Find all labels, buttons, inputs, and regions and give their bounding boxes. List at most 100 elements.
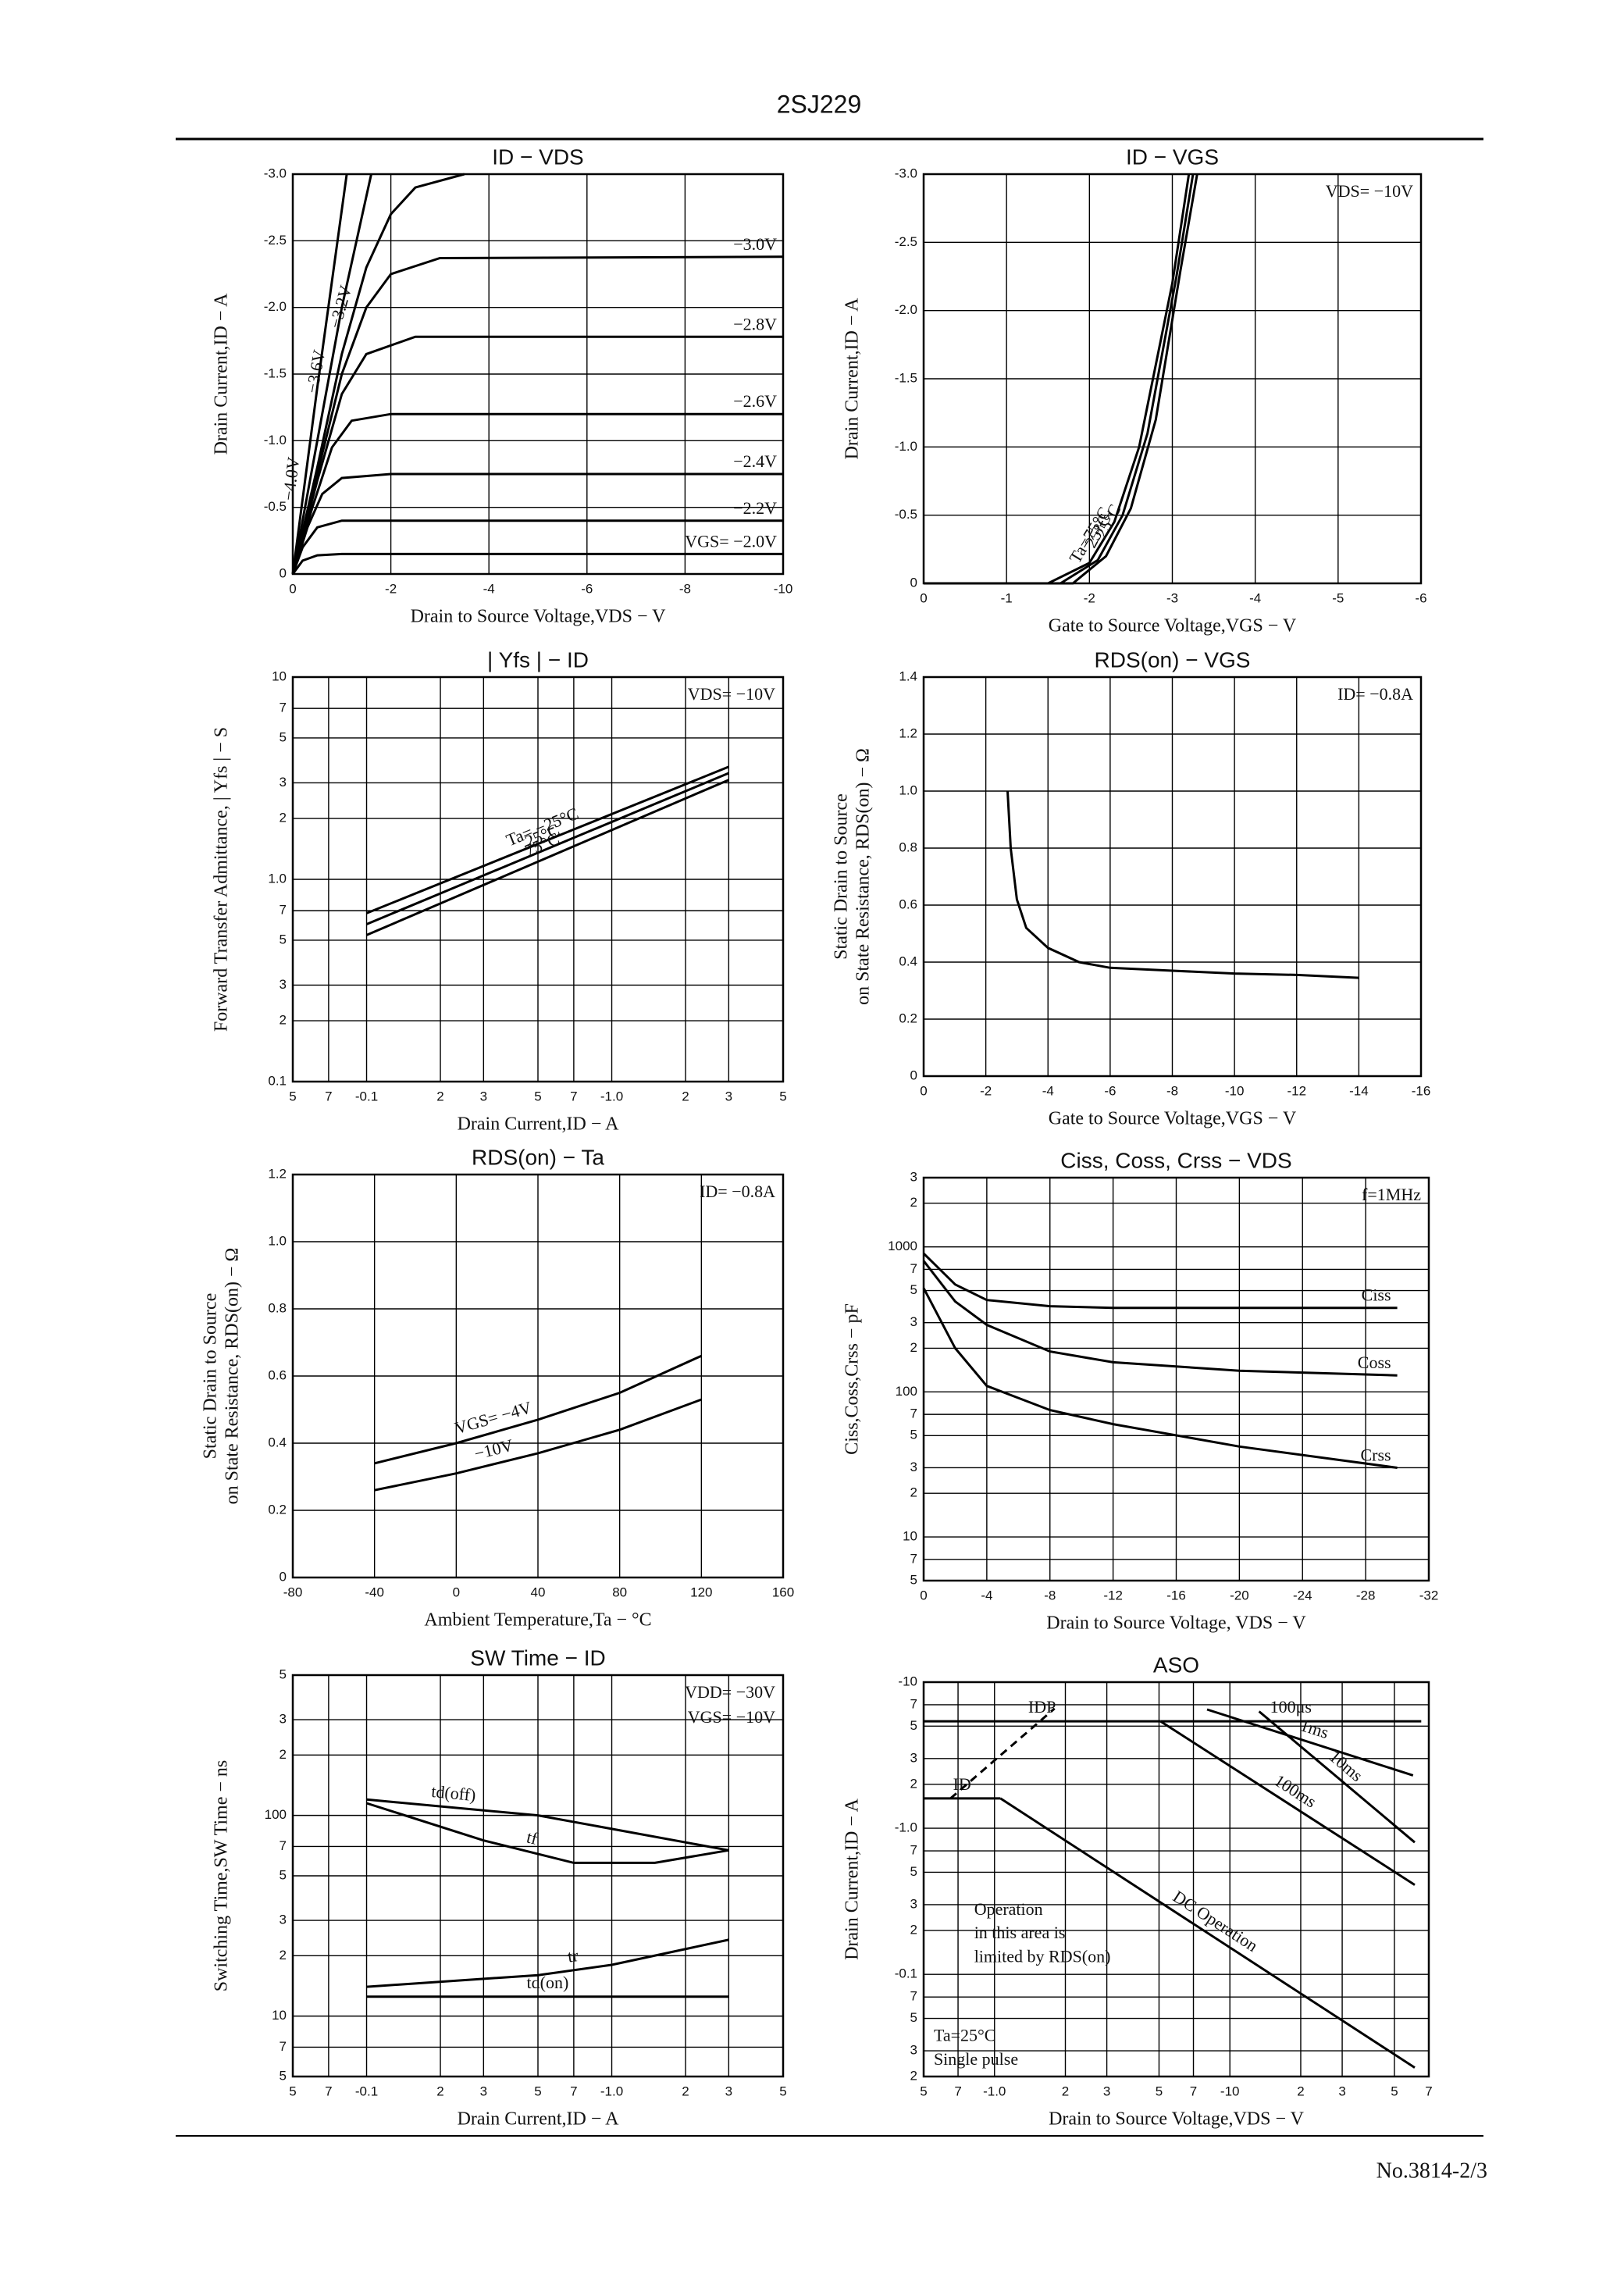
y-tick-label: 0 xyxy=(910,575,917,590)
y-tick-label: 5 xyxy=(280,729,287,744)
x-tick-label: 7 xyxy=(1425,2084,1432,2098)
y-tick-label: 0 xyxy=(280,1569,287,1584)
x-tick-label: 2 xyxy=(436,2084,443,2098)
x-tick-label: -10 xyxy=(774,581,793,596)
y-tick-label: 2 xyxy=(280,1948,287,1963)
y-tick-label: -2.5 xyxy=(264,233,287,248)
curve xyxy=(1006,790,1359,979)
curve xyxy=(949,1707,1056,1800)
y-tick-label: 7 xyxy=(280,1838,287,1853)
curve xyxy=(365,772,729,925)
annotation: in this area is xyxy=(974,1923,1066,1942)
curve-label: −2.4V xyxy=(733,451,777,471)
y-tick-label: 10 xyxy=(272,2008,287,2023)
x-tick-label: 40 xyxy=(531,1585,546,1599)
curve xyxy=(374,1398,702,1492)
x-tick-label: 0 xyxy=(289,581,296,596)
y-tick-label: 2 xyxy=(280,1013,287,1028)
x-tick-label: -4 xyxy=(1249,590,1261,605)
x-tick-label: 7 xyxy=(570,2084,577,2098)
y-tick-label: 1.2 xyxy=(268,1166,287,1181)
x-tick-label: -12 xyxy=(1103,1588,1123,1602)
y-tick-label: -0.1 xyxy=(895,1966,917,1981)
x-tick-label: -2 xyxy=(1084,590,1095,605)
y-tick-label: 2 xyxy=(910,1195,917,1210)
curve xyxy=(922,1260,1398,1377)
curve-label: Coss xyxy=(1358,1353,1391,1372)
annotation: ID= −0.8A xyxy=(700,1182,775,1201)
x-tick-label: -24 xyxy=(1293,1588,1312,1602)
x-tick-label: 120 xyxy=(690,1585,712,1599)
x-tick-label: 3 xyxy=(480,2084,487,2098)
y-tick-label: 10 xyxy=(903,1529,917,1544)
y-tick-label: -3.0 xyxy=(264,166,287,180)
y-tick-label: 2 xyxy=(280,1747,287,1762)
x-tick-label: 5 xyxy=(534,1089,541,1103)
x-tick-label: -1.0 xyxy=(983,2084,1006,2098)
chart-title: ID − VDS xyxy=(492,144,583,169)
x-tick-label: -0.1 xyxy=(355,1089,378,1103)
x-axis-label: Gate to Source Voltage,VGS − V xyxy=(1049,1109,1297,1129)
y-tick-label: 3 xyxy=(280,977,287,992)
chart-title: | Yfs | − ID xyxy=(487,647,589,672)
curve xyxy=(291,173,465,575)
x-tick-label: 7 xyxy=(325,1089,332,1103)
y-tick-label: 5 xyxy=(910,1282,917,1297)
y-tick-label: 5 xyxy=(280,1667,287,1681)
y-tick-label: 1.0 xyxy=(268,871,287,886)
curve xyxy=(291,173,348,575)
y-tick-label: 2 xyxy=(910,1776,917,1791)
x-tick-label: -16 xyxy=(1166,1588,1186,1602)
y-tick-label: 7 xyxy=(280,2039,287,2054)
x-tick-label: -10 xyxy=(1225,1083,1245,1098)
y-tick-label: 1.0 xyxy=(899,783,917,797)
x-tick-label: 3 xyxy=(1103,2084,1110,2098)
annotation: VDS= −10V xyxy=(1326,181,1413,201)
y-tick-label: 0.2 xyxy=(899,1011,917,1025)
x-tick-label: -5 xyxy=(1332,590,1344,605)
y-tick-label: 7 xyxy=(280,903,287,918)
y-tick-label: 5 xyxy=(910,1864,917,1879)
y-tick-label: 7 xyxy=(910,1989,917,2004)
x-tick-label: 7 xyxy=(954,2084,961,2098)
curve xyxy=(366,1798,729,1852)
curve-label: td(on) xyxy=(527,1973,569,1992)
y-tick-label: -2.5 xyxy=(895,234,917,249)
y-tick-label: 3 xyxy=(280,1711,287,1726)
curve xyxy=(924,173,1198,585)
curve-label: −3.0V xyxy=(733,234,777,254)
y-tick-label: 0.2 xyxy=(268,1502,287,1517)
x-axis-label: Ambient Temperature,Ta − °C xyxy=(424,1610,651,1631)
curve xyxy=(922,1287,1398,1469)
x-tick-label: -8 xyxy=(679,581,691,596)
y-tick-label: 1.0 xyxy=(268,1233,287,1248)
y-tick-label: 7 xyxy=(910,1843,917,1858)
y-tick-label: 1000 xyxy=(888,1239,917,1253)
y-axis-label: on State Resistance, RDS(on) − Ω xyxy=(223,1248,243,1505)
y-axis-label: on State Resistance, RDS(on) − Ω xyxy=(853,748,874,1005)
y-tick-label: 0.8 xyxy=(268,1300,287,1315)
y-tick-label: 7 xyxy=(910,1696,917,1711)
x-tick-label: -14 xyxy=(1349,1083,1369,1098)
y-tick-label: 7 xyxy=(910,1551,917,1566)
x-tick-label: -80 xyxy=(283,1585,303,1599)
curve-label: 100μs xyxy=(1270,1697,1312,1717)
y-tick-label: 3 xyxy=(910,1314,917,1329)
y-tick-label: 5 xyxy=(910,2010,917,2025)
annotation: VGS= −10V xyxy=(688,1707,775,1727)
chart-title: SW Time − ID xyxy=(470,1645,605,1670)
y-tick-label: 7 xyxy=(910,1261,917,1276)
x-tick-label: -32 xyxy=(1419,1588,1439,1602)
x-tick-label: -6 xyxy=(581,581,593,596)
y-tick-label: -1.0 xyxy=(895,439,917,454)
y-tick-label: -0.5 xyxy=(895,507,917,522)
x-tick-label: -16 xyxy=(1412,1083,1431,1098)
annotation: Operation xyxy=(974,1899,1043,1919)
curve-label: td(off) xyxy=(430,1781,476,1805)
x-tick-label: 5 xyxy=(289,2084,296,2098)
y-tick-label: 100 xyxy=(265,1807,287,1822)
annotation: limited by RDS(on) xyxy=(974,1947,1111,1966)
y-tick-label: 0.6 xyxy=(268,1367,287,1382)
x-tick-label: -4 xyxy=(981,1588,992,1602)
